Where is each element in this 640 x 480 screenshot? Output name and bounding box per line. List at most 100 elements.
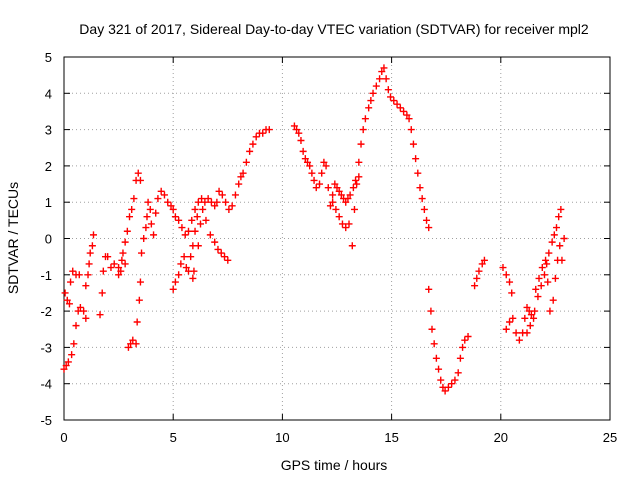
y-tick-label: 3 bbox=[45, 123, 52, 138]
data-point bbox=[329, 191, 337, 199]
data-point bbox=[242, 158, 250, 166]
data-point bbox=[560, 235, 568, 242]
y-tick-label: 4 bbox=[45, 86, 52, 101]
data-point bbox=[72, 322, 80, 330]
data-point bbox=[320, 158, 328, 166]
data-point bbox=[75, 271, 83, 279]
data-point bbox=[169, 285, 177, 293]
y-tick-label: -4 bbox=[40, 377, 52, 392]
data-point bbox=[454, 369, 462, 377]
data-point bbox=[198, 195, 206, 203]
data-point bbox=[427, 307, 435, 315]
x-axis: 0 5 10 15 20 25 bbox=[60, 57, 617, 445]
data-point bbox=[400, 107, 408, 115]
data-point bbox=[60, 365, 68, 373]
data-point bbox=[164, 198, 172, 206]
data-point bbox=[171, 213, 179, 221]
data-point bbox=[181, 231, 189, 239]
data-point bbox=[378, 68, 386, 76]
data-point bbox=[86, 249, 94, 257]
data-point bbox=[531, 307, 539, 315]
data-point bbox=[357, 140, 365, 148]
data-point bbox=[432, 354, 440, 362]
data-point bbox=[104, 253, 112, 261]
data-point bbox=[84, 271, 92, 279]
data-point bbox=[246, 147, 254, 155]
data-point bbox=[295, 129, 303, 137]
data-point bbox=[420, 205, 428, 213]
data-point bbox=[365, 104, 373, 112]
data-point bbox=[225, 205, 233, 213]
y-tick-label: -2 bbox=[40, 304, 52, 319]
data-point bbox=[308, 169, 316, 177]
data-point bbox=[451, 376, 459, 384]
data-point bbox=[99, 267, 107, 275]
y-axis-label: SDTVAR / TECUs bbox=[5, 182, 21, 294]
data-point bbox=[144, 198, 152, 206]
data-point bbox=[537, 282, 545, 290]
data-point bbox=[61, 289, 69, 297]
data-point bbox=[235, 180, 243, 188]
data-point bbox=[80, 307, 88, 315]
data-point bbox=[222, 198, 230, 206]
chart-title: Day 321 of 2017, Sidereal Day-to-day VTE… bbox=[79, 21, 589, 37]
data-point bbox=[191, 227, 199, 235]
data-point bbox=[135, 296, 143, 304]
data-point bbox=[448, 380, 456, 388]
data-point bbox=[414, 169, 422, 177]
data-point bbox=[506, 318, 514, 326]
data-point bbox=[352, 176, 360, 184]
data-point bbox=[372, 82, 380, 90]
data-point bbox=[214, 245, 222, 253]
data-point bbox=[301, 155, 309, 163]
data-point bbox=[134, 169, 142, 177]
data-point bbox=[418, 195, 426, 203]
data-point bbox=[416, 184, 424, 192]
data-point bbox=[199, 205, 207, 213]
data-point bbox=[169, 205, 177, 213]
data-point bbox=[459, 343, 467, 351]
data-point bbox=[396, 104, 404, 112]
data-point bbox=[117, 267, 125, 275]
data-point bbox=[335, 187, 343, 195]
data-point bbox=[353, 180, 361, 188]
data-point bbox=[502, 271, 510, 279]
data-point bbox=[175, 271, 183, 279]
data-point bbox=[342, 198, 350, 206]
data-point bbox=[538, 264, 546, 272]
data-point bbox=[123, 227, 131, 235]
data-point bbox=[259, 129, 267, 137]
data-point bbox=[107, 264, 115, 272]
data-point bbox=[369, 89, 377, 97]
data-series bbox=[60, 64, 568, 395]
data-point bbox=[147, 220, 155, 228]
data-point bbox=[412, 155, 420, 163]
x-tick-label: 20 bbox=[494, 430, 508, 445]
data-point bbox=[338, 220, 346, 228]
data-point bbox=[331, 180, 339, 188]
data-point bbox=[444, 383, 452, 391]
data-point bbox=[211, 202, 219, 210]
data-point bbox=[527, 311, 535, 319]
data-point bbox=[70, 340, 78, 348]
data-point bbox=[376, 75, 384, 83]
data-point bbox=[361, 115, 369, 123]
data-point bbox=[228, 202, 236, 210]
data-point bbox=[224, 256, 232, 264]
data-point bbox=[121, 260, 129, 268]
data-point bbox=[140, 235, 148, 242]
data-point bbox=[213, 198, 221, 206]
y-tick-label: 2 bbox=[45, 159, 52, 174]
data-point bbox=[249, 140, 257, 148]
data-point bbox=[146, 205, 154, 213]
data-point bbox=[299, 147, 307, 155]
data-point bbox=[512, 329, 520, 337]
data-point bbox=[535, 274, 543, 282]
data-point bbox=[425, 224, 433, 232]
data-point bbox=[221, 253, 229, 261]
data-point bbox=[337, 191, 345, 199]
data-point bbox=[182, 264, 190, 272]
data-point bbox=[231, 191, 239, 199]
data-point bbox=[150, 231, 158, 239]
data-point bbox=[335, 213, 343, 221]
